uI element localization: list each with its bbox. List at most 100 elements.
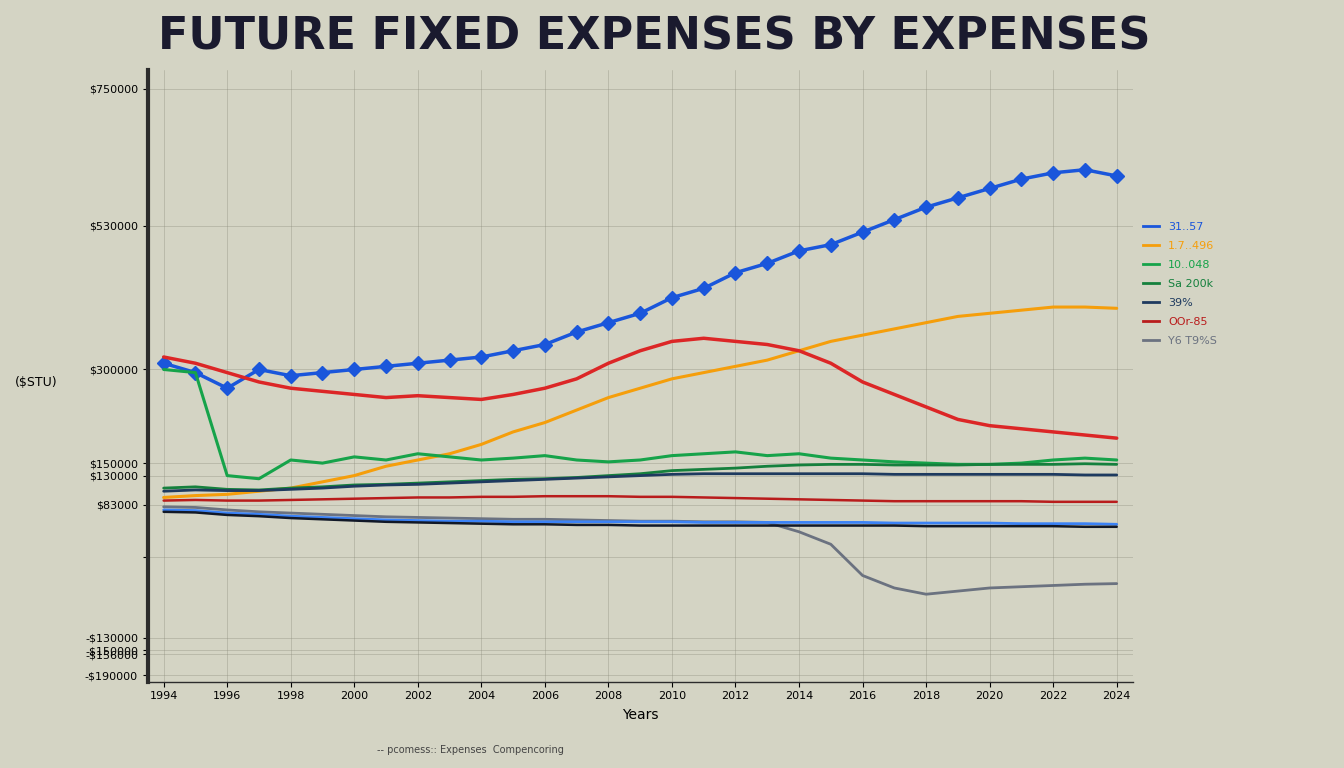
10..048 [219,471,235,480]
39% [759,469,775,478]
39% [727,469,743,478]
Sa 200k [378,480,394,489]
Light Blue [632,517,648,526]
31..57 [792,247,808,256]
39% [410,480,426,489]
Y67% [696,517,712,526]
Sa 200k [442,477,458,486]
10..048 [314,458,331,468]
Y67% [823,540,839,549]
Light Blue [981,518,997,528]
1.7..496 [251,487,267,496]
OOr-85 [950,497,966,506]
39% [855,469,871,478]
OOr-85 [187,495,203,505]
OOr-85 [696,493,712,502]
OOr-85 [1013,497,1030,506]
31..57 [886,215,902,224]
Dark Navy [886,521,902,530]
Dark Navy [378,517,394,526]
10..048 [505,454,521,463]
Dark Navy [251,511,267,521]
Sa 200k [1109,460,1125,469]
10..048 [981,460,997,469]
Y67% [950,587,966,596]
Y67% [601,516,617,525]
Line: 1.7..496: 1.7..496 [164,307,1117,498]
Red High [981,421,997,430]
Sa 200k [219,485,235,494]
31..57 [410,359,426,368]
Dark Navy [823,521,839,530]
10..048 [347,452,363,462]
OOr-85 [156,496,172,505]
Red High [1077,430,1093,439]
31..57 [981,184,997,193]
OOr-85 [727,494,743,503]
39% [219,486,235,495]
10..048 [886,457,902,466]
31..57 [727,268,743,277]
OOr-85 [219,496,235,505]
Red High [378,393,394,402]
1.7..496 [378,462,394,471]
Y67% [981,584,997,593]
Light Blue [314,513,331,522]
Sa 200k [1013,460,1030,469]
Red High [569,374,585,383]
1.7..496 [759,356,775,365]
1.7..496 [282,484,298,493]
31..57 [505,346,521,356]
31..57 [282,371,298,380]
Light Blue [696,518,712,527]
Dark Navy [696,521,712,530]
Red High [918,402,934,412]
10..048 [759,451,775,460]
31..57 [187,368,203,377]
10..048 [378,455,394,465]
39% [696,469,712,478]
Red High [823,359,839,368]
31..57 [1013,174,1030,184]
39% [1077,470,1093,479]
31..57 [855,227,871,237]
Sa 200k [347,480,363,489]
1.7..496 [410,455,426,465]
OOr-85 [918,497,934,506]
31..57 [378,362,394,371]
Y67% [473,514,489,523]
Y67% [505,515,521,524]
Y67% [219,505,235,515]
39% [314,484,331,493]
Light Blue [473,517,489,526]
31..57 [759,259,775,268]
Red High [759,340,775,349]
X-axis label: Years: Years [622,708,659,722]
1.7..496 [918,318,934,327]
Light Blue [792,518,808,527]
Sa 200k [314,482,331,492]
Y67% [1109,579,1125,588]
Sa 200k [187,482,203,492]
1.7..496 [569,406,585,415]
Y67% [314,510,331,519]
Red High [251,377,267,386]
Red High [347,390,363,399]
1.7..496 [442,449,458,458]
10..048 [696,449,712,458]
OOr-85 [347,494,363,503]
Dark Navy [442,518,458,528]
Y67% [442,514,458,523]
Light Blue [442,517,458,526]
39% [792,469,808,478]
Red High [950,415,966,424]
Light Blue [505,517,521,526]
39% [1046,470,1062,479]
Dark Navy [1013,521,1030,531]
10..048 [918,458,934,468]
Y67% [759,518,775,527]
OOr-85 [855,496,871,505]
31..57 [473,353,489,362]
1.7..496 [696,368,712,377]
Sa 200k [632,469,648,478]
